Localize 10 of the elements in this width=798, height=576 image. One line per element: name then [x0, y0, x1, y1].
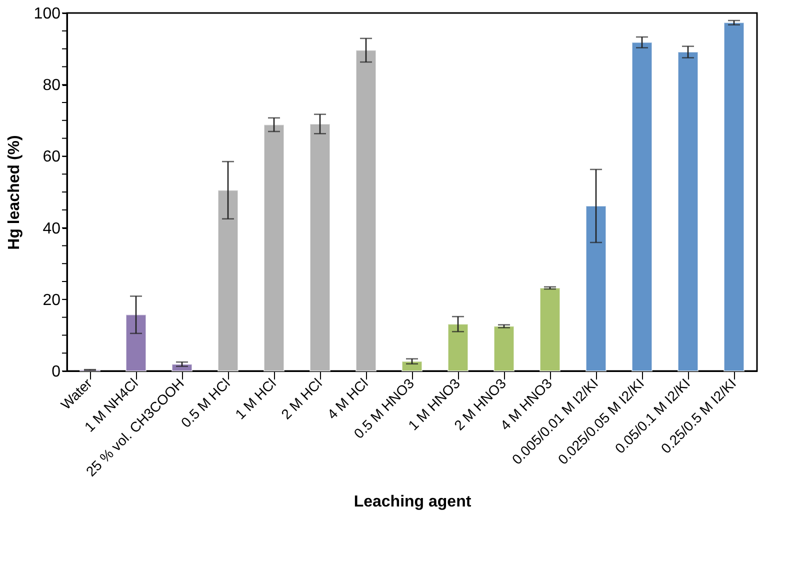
x-tick-label: 1 M HCl — [232, 375, 279, 422]
y-tick-label: 60 — [42, 148, 61, 166]
y-tick-label: 20 — [42, 292, 61, 309]
y-tick-label: 100 — [34, 6, 61, 22]
y-tick-label: 80 — [42, 77, 61, 94]
x-axis-title: Leaching agent — [354, 493, 472, 510]
x-tick-label: 2 M HCl — [278, 375, 325, 422]
y-axis-title: Hg leached (%) — [6, 135, 23, 250]
y-tick-label: 40 — [42, 220, 61, 238]
y-tick-label: 0 — [52, 364, 61, 380]
